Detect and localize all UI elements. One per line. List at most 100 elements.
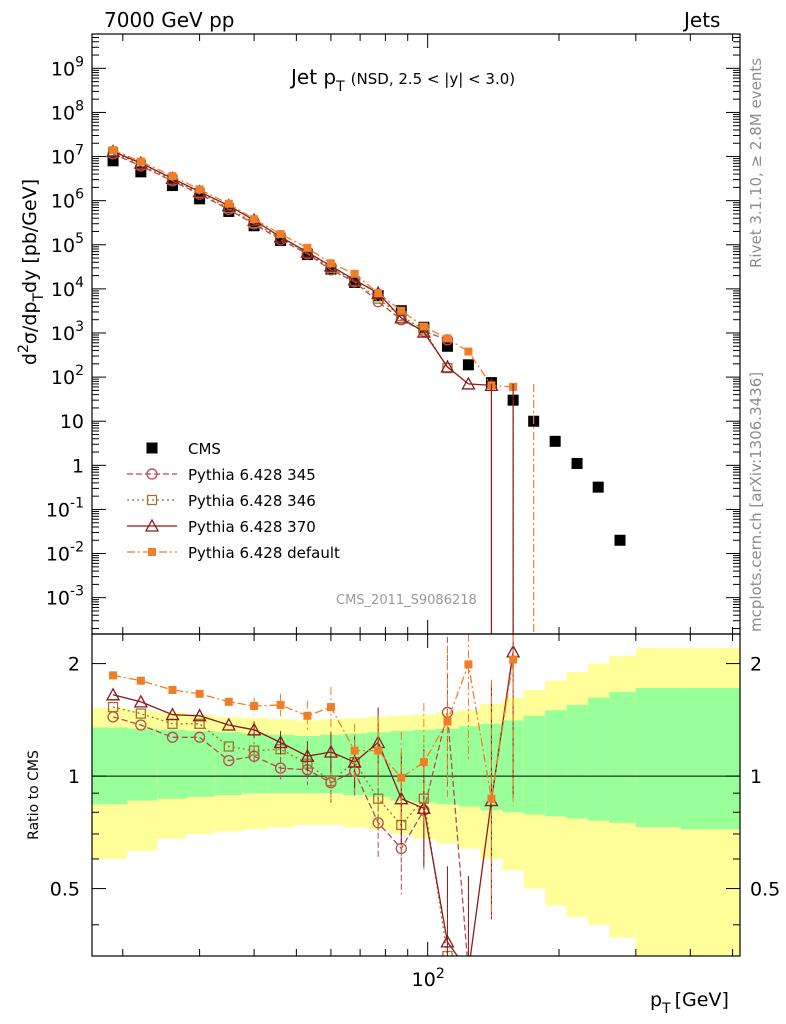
- ratio-y-axis-label: Ratio to CMS: [26, 750, 42, 840]
- data-point: [571, 457, 583, 469]
- data-point: [135, 166, 147, 178]
- data-point: [397, 306, 406, 315]
- data-point: [462, 359, 474, 371]
- inner-band-bin: [92, 727, 128, 805]
- ratio-point: [247, 722, 262, 736]
- y-tick-label: 102: [51, 363, 84, 389]
- y-axis-label: d2σ/dpTdy [pb/GeV]: [16, 179, 47, 365]
- ratio-point: [105, 687, 121, 701]
- y-tick-label: 10-3: [46, 584, 84, 610]
- inner-band-bin: [241, 733, 268, 794]
- inner-band-bin: [127, 728, 158, 801]
- y-tick-label: 1: [72, 455, 84, 477]
- ratio-y-tick-label-right: 0.5: [750, 879, 780, 901]
- legend-marker: [146, 494, 158, 506]
- ratio-frame: [91, 633, 741, 957]
- y-tick-label: 103: [51, 319, 84, 345]
- ratio-point: [443, 717, 452, 726]
- ratio-point: [248, 745, 260, 756]
- data-point: [464, 347, 473, 356]
- inner-band-bin: [458, 726, 481, 807]
- inner-band-bin: [157, 729, 187, 799]
- legend-marker: [148, 548, 156, 556]
- ratio-point: [223, 754, 235, 767]
- data-point: [374, 289, 383, 298]
- ratio-point: [165, 707, 180, 721]
- ratio-point: [168, 685, 177, 694]
- y-tick-label: 10-2: [46, 540, 84, 566]
- main-series-group: [105, 144, 626, 634]
- data-point: [275, 234, 287, 246]
- inner-band-bin: [214, 732, 242, 795]
- y-tick-label: 10: [60, 411, 84, 433]
- inner-band-bin: [523, 715, 546, 815]
- data-point: [303, 243, 312, 252]
- y-tick-label: 104: [51, 275, 84, 301]
- data-point: [441, 340, 453, 352]
- ratio-point: [303, 711, 312, 720]
- inner-band-bin: [609, 691, 636, 823]
- ratio-point: [419, 758, 428, 767]
- ratio-point: [487, 794, 496, 803]
- ratio-point: [135, 719, 147, 731]
- ratio-point: [373, 793, 384, 804]
- data-point: [224, 199, 233, 208]
- data-point: [250, 215, 259, 224]
- ratio-point: [300, 748, 315, 762]
- legend-marker: [146, 468, 158, 480]
- inner-band-bin: [566, 704, 588, 819]
- ratio-point: [193, 731, 206, 743]
- y-tick-label: 106: [51, 187, 84, 213]
- data-point: [440, 359, 455, 373]
- ratio-y-tick-label: 2: [68, 654, 80, 676]
- inner-band-bin: [186, 731, 215, 797]
- analysis-watermark: CMS_2011_S9086218: [336, 593, 477, 608]
- data-point: [549, 435, 561, 447]
- inner-band-bin: [545, 710, 567, 817]
- series-line-3: [112, 150, 492, 387]
- ratio-point: [194, 718, 205, 729]
- main-y-axis: 10-3 10-2 10-1 1 10 102 103 104 105 106 107 108 109: [46, 33, 740, 629]
- header-right: Jets: [684, 8, 721, 32]
- legend-marker: [144, 518, 160, 532]
- y-tick-label: 107: [51, 143, 84, 169]
- data-point: [442, 362, 453, 374]
- y-tick-label: 109: [51, 54, 84, 80]
- data-point: [326, 259, 335, 268]
- inner-band-bin: [680, 688, 740, 830]
- header-left: 7000 GeV pp: [104, 8, 235, 32]
- ratio-point: [372, 817, 384, 829]
- data-point: [461, 376, 476, 390]
- data-point: [276, 230, 285, 239]
- ratio-y-tick-label-right: 2: [750, 654, 762, 676]
- ratio-point: [416, 800, 431, 814]
- ratio-point: [135, 708, 146, 719]
- y-tick-label: 10-1: [46, 495, 84, 521]
- ratio-point: [463, 966, 473, 976]
- data-point: [416, 324, 431, 338]
- data-point: [614, 534, 626, 546]
- mcplots-credit-label: mcplots.cern.ch [arXiv:1306.3436]: [747, 371, 765, 632]
- ratio-point: [350, 746, 359, 755]
- ratio-point: [464, 660, 473, 669]
- series-line-2: [112, 151, 448, 369]
- ratio-point: [276, 700, 285, 709]
- y-tick-label: 105: [51, 231, 84, 257]
- ratio-series-group: [105, 634, 521, 976]
- legend-label: CMS: [188, 440, 221, 458]
- ratio-point: [323, 744, 339, 758]
- ratio-y-tick-label: 1: [68, 766, 80, 788]
- ratio-y-tick-label-right: 1: [750, 766, 762, 788]
- data-point: [223, 205, 235, 217]
- ratio-point: [166, 731, 179, 743]
- data-point: [136, 157, 145, 166]
- ratio-point: [462, 965, 474, 976]
- ratio-point: [109, 671, 118, 680]
- ratio-point: [136, 676, 145, 685]
- ratio-point: [224, 697, 233, 706]
- ratio-uncertainty-bands: [92, 648, 740, 956]
- data-point: [394, 310, 409, 324]
- data-point: [592, 481, 604, 493]
- data-point: [109, 146, 118, 155]
